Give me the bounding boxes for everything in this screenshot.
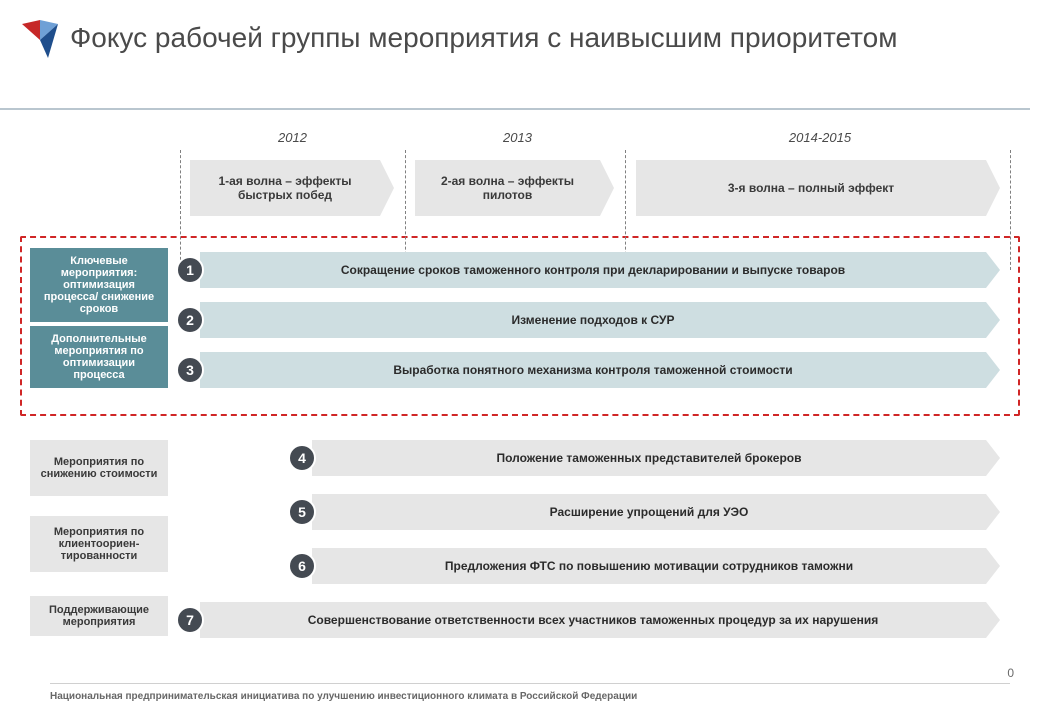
category-label: Дополнительные мероприятия по оптимизаци… xyxy=(30,326,168,388)
page-title: Фокус рабочей группы мероприятия с наивы… xyxy=(70,22,897,54)
year-label: 2014-2015 xyxy=(630,130,1010,145)
activity-bar: Выработка понятного механизма контроля т… xyxy=(200,352,986,388)
year-label: 2013 xyxy=(410,130,625,145)
category-label: Мероприятия по снижению стоимости xyxy=(30,440,168,496)
timeline-dash xyxy=(180,150,181,270)
wave-box: 3-я волна – полный эффект xyxy=(636,160,986,216)
activity-badge: 4 xyxy=(288,444,316,472)
category-label: Ключевые мероприятия: оптимизация процес… xyxy=(30,248,168,322)
page-number: 0 xyxy=(1007,666,1014,680)
year-label: 2012 xyxy=(180,130,405,145)
activity-bar: Расширение упрощений для УЭО xyxy=(312,494,986,530)
timeline-dash xyxy=(1010,150,1011,270)
footer-rule xyxy=(50,683,1010,684)
activity-bar: Изменение подходов к СУР xyxy=(200,302,986,338)
activity-badge: 7 xyxy=(176,606,204,634)
activity-badge: 3 xyxy=(176,356,204,384)
activity-bar: Предложения ФТС по повышению мотивации с… xyxy=(312,548,986,584)
footer-text: Национальная предпринимательская инициат… xyxy=(50,691,637,702)
activity-badge: 6 xyxy=(288,552,316,580)
activity-bar: Сокращение сроков таможенного контроля п… xyxy=(200,252,986,288)
activity-badge: 5 xyxy=(288,498,316,526)
category-label: Поддерживающие мероприятия xyxy=(30,596,168,636)
activity-bar: Положение таможенных представителей брок… xyxy=(312,440,986,476)
wave-box: 1-ая волна – эффекты быстрых побед xyxy=(190,160,380,216)
activity-bar: Совершенствование ответственности всех у… xyxy=(200,602,986,638)
wave-box: 2-ая волна – эффекты пилотов xyxy=(415,160,600,216)
title-rule xyxy=(0,108,1030,110)
activity-badge: 2 xyxy=(176,306,204,334)
logo xyxy=(18,18,62,67)
activity-badge: 1 xyxy=(176,256,204,284)
category-label: Мероприятия по клиентоориен-тированности xyxy=(30,516,168,572)
